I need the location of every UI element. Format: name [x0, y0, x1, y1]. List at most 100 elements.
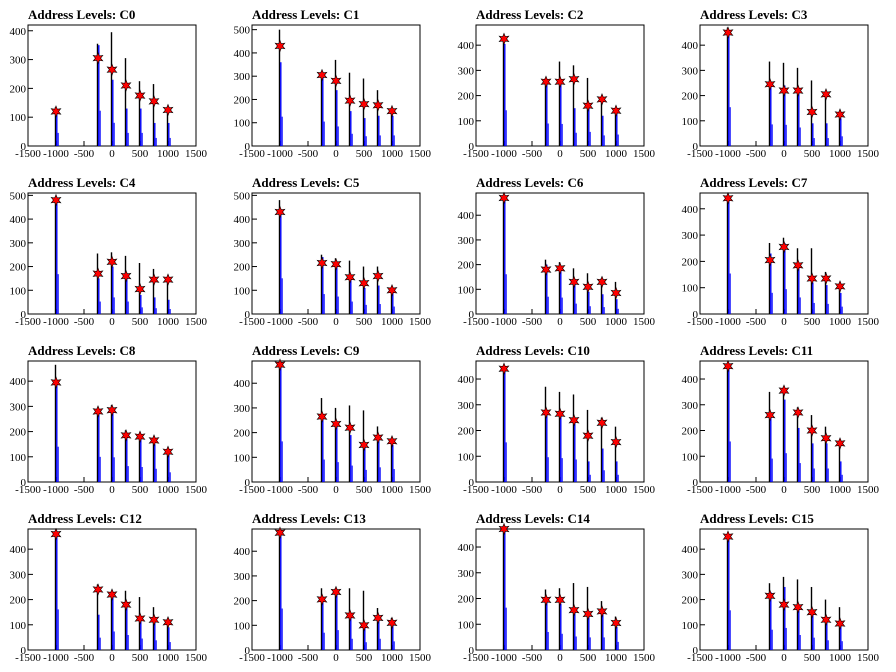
- x-tick-label: 1500: [633, 316, 656, 328]
- y-tick-label: 400: [10, 26, 27, 38]
- y-tick-label: 300: [234, 238, 251, 250]
- x-tick-label: -1000: [267, 148, 293, 160]
- y-tick-label: 200: [10, 427, 27, 439]
- level-marker-star: [540, 593, 552, 607]
- chart-title: Address Levels: C15: [700, 511, 814, 526]
- x-tick-label: 1500: [857, 652, 880, 664]
- level-marker-star: [596, 93, 608, 106]
- x-tick-label: -1000: [715, 148, 741, 160]
- x-tick-label: 500: [804, 652, 821, 664]
- x-tick-label: -1500: [463, 316, 489, 328]
- y-tick-label: 300: [458, 568, 475, 580]
- y-tick-label: 100: [682, 116, 699, 128]
- chart-panel-c14: Address Levels: C14 0 100 200 300 400 -1500 -10…: [458, 511, 656, 664]
- chart-panel-c7: Address Levels: C7 0 100 200 300 400 -1500 -100…: [682, 175, 880, 328]
- x-tick-label: -1000: [715, 316, 741, 328]
- x-tick-label: 1500: [857, 148, 880, 160]
- y-tick-label: 400: [234, 378, 251, 390]
- y-tick-label: 100: [234, 620, 251, 632]
- level-marker-star: [722, 26, 734, 39]
- level-marker-star: [610, 286, 622, 300]
- y-tick-label: 0: [469, 141, 475, 153]
- level-marker-star: [806, 105, 818, 119]
- x-tick-label: 0: [557, 148, 563, 160]
- y-tick-label: 200: [458, 594, 475, 606]
- x-tick-label: -1000: [267, 484, 293, 496]
- level-marker-star: [582, 280, 594, 294]
- level-marker-star: [372, 98, 384, 112]
- chart-panel-c3: Address Levels: C3 0 100 200 300 400 -1500 -100…: [682, 7, 880, 160]
- y-tick-label: 200: [458, 260, 475, 272]
- x-tick-label: -1500: [239, 148, 265, 160]
- level-marker-star: [792, 84, 804, 97]
- x-tick-label: -1500: [463, 484, 489, 496]
- level-marker-star: [106, 255, 118, 269]
- level-marker-star: [134, 89, 146, 102]
- chart-title: Address Levels: C11: [700, 343, 813, 358]
- x-tick-label: 0: [109, 652, 115, 664]
- level-marker-star: [148, 95, 160, 108]
- x-tick-label: -1000: [491, 484, 517, 496]
- x-tick-label: 1000: [829, 484, 852, 496]
- x-tick-label: -500: [746, 484, 767, 496]
- level-marker-star: [344, 609, 356, 622]
- x-tick-label: 1500: [857, 316, 880, 328]
- chart-title: Address Levels: C3: [700, 7, 808, 22]
- y-tick-label: 100: [234, 118, 251, 130]
- x-tick-label: -1000: [715, 484, 741, 496]
- y-tick-label: 500: [234, 25, 251, 37]
- y-tick-label: 100: [10, 285, 27, 297]
- y-tick-label: 100: [682, 620, 699, 632]
- chart-panel-c5: Address Levels: C50100200300400500-1500-…: [234, 175, 432, 328]
- x-tick-label: -500: [746, 148, 767, 160]
- chart-panel-c13: Address Levels: C13 0 100 200 300 400 -1500 -10…: [234, 511, 432, 664]
- level-marker-star: [540, 406, 552, 419]
- y-tick-label: 100: [10, 620, 27, 632]
- y-tick-label: 200: [682, 426, 699, 438]
- y-tick-label: 300: [458, 400, 475, 412]
- level-marker-star: [820, 272, 832, 285]
- x-tick-label: 500: [580, 316, 597, 328]
- chart-title: Address Levels: C12: [28, 511, 142, 526]
- x-tick-label: 500: [804, 484, 821, 496]
- level-marker-star: [344, 270, 356, 284]
- y-tick-label: 400: [458, 210, 475, 222]
- y-tick-label: 0: [21, 141, 27, 153]
- level-marker-star: [582, 429, 594, 442]
- level-marker-star: [148, 613, 160, 627]
- y-tick-label: 200: [682, 256, 699, 268]
- y-tick-label: 200: [234, 428, 251, 440]
- x-tick-label: 1500: [185, 652, 208, 664]
- level-marker-star: [162, 273, 174, 286]
- level-marker-star: [778, 240, 790, 254]
- level-marker-star: [50, 527, 62, 541]
- x-tick-label: -500: [522, 148, 543, 160]
- x-tick-label: 1000: [381, 652, 404, 664]
- y-tick-label: 300: [10, 569, 27, 581]
- y-tick-label: 100: [10, 112, 27, 124]
- x-tick-label: -1500: [687, 652, 713, 664]
- y-tick-label: 100: [682, 451, 699, 463]
- y-tick-label: 0: [469, 477, 475, 489]
- x-tick-label: -500: [298, 316, 319, 328]
- x-tick-label: 0: [109, 148, 115, 160]
- chart-title: Address Levels: C10: [476, 343, 590, 358]
- x-tick-label: 500: [580, 148, 597, 160]
- x-tick-label: -500: [298, 484, 319, 496]
- level-marker-star: [386, 616, 398, 630]
- y-tick-label: 400: [682, 204, 699, 216]
- y-tick-label: 200: [234, 596, 251, 608]
- x-tick-label: 500: [580, 652, 597, 664]
- y-tick-label: 400: [682, 544, 699, 556]
- chart-panel-c15: Address Levels: C15 0 100 200 300 400 -1500 -10…: [682, 511, 880, 664]
- level-marker-star: [274, 358, 286, 372]
- level-marker-star: [568, 603, 580, 617]
- x-tick-label: 1500: [185, 316, 208, 328]
- level-marker-star: [316, 593, 328, 606]
- y-tick-label: 0: [245, 309, 251, 321]
- y-tick-label: 100: [234, 285, 251, 297]
- y-tick-label: 300: [10, 55, 27, 67]
- y-tick-label: 200: [458, 91, 475, 103]
- y-tick-label: 300: [458, 235, 475, 247]
